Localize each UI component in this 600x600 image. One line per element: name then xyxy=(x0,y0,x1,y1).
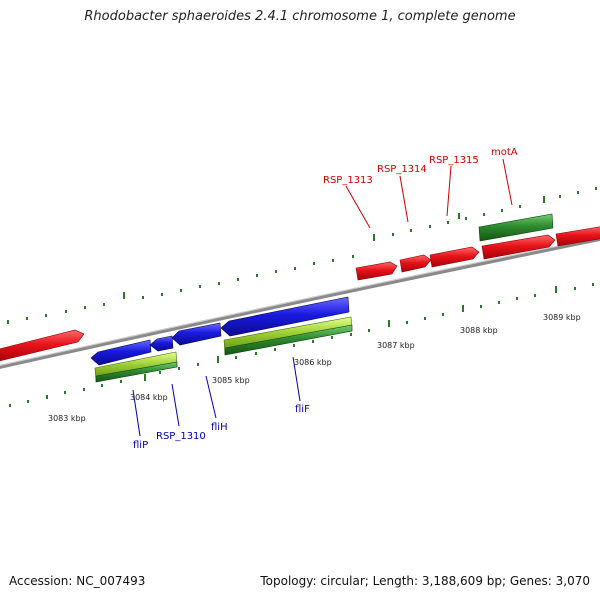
scale-label-3084: 3084 kbp xyxy=(130,393,168,402)
scale-labels: 3083 kbp 3084 kbp 3085 kbp 3086 kbp 3087… xyxy=(48,313,581,423)
forward-label-leaders xyxy=(345,158,513,229)
map-title: Rhodobacter sphaeroides 2.4.1 chromosome… xyxy=(84,9,516,24)
forward-feature-bar[interactable] xyxy=(478,213,554,242)
upper-tick-row xyxy=(7,187,597,324)
forward-cds-arrow[interactable] xyxy=(481,234,556,260)
gene-label-rsp-1313[interactable]: RSP_1313 xyxy=(323,175,373,186)
reverse-label-leaders xyxy=(132,356,301,437)
scale-label-3086: 3086 kbp xyxy=(294,358,332,367)
scale-label-3089: 3089 kbp xyxy=(543,313,581,322)
reverse-cds-arrow[interactable] xyxy=(149,335,174,352)
reverse-cds-arrow[interactable] xyxy=(90,339,152,366)
scale-label-3088: 3088 kbp xyxy=(460,326,498,335)
gene-label-rsp-1314[interactable]: RSP_1314 xyxy=(377,164,427,175)
scale-label-3085: 3085 kbp xyxy=(212,376,250,385)
reverse-cds-arrow[interactable] xyxy=(171,322,222,346)
forward-cds-arrow[interactable] xyxy=(555,226,600,247)
gene-label-flip[interactable]: fliP xyxy=(133,440,148,451)
forward-cds-track xyxy=(0,226,600,362)
genome-backbone-highlight xyxy=(0,237,600,366)
gene-label-rsp-1315[interactable]: RSP_1315 xyxy=(429,155,479,166)
reverse-feature-bar[interactable] xyxy=(224,324,353,356)
lower-tick-row xyxy=(9,283,594,407)
forward-cds-arrow[interactable] xyxy=(0,329,85,362)
genome-summary-text: Topology: circular; Length: 3,188,609 bp… xyxy=(260,574,590,588)
reverse-cds-track xyxy=(90,296,350,366)
gene-label-flih[interactable]: fliH xyxy=(211,422,228,433)
forward-cds-arrow[interactable] xyxy=(355,261,398,281)
reverse-cds-arrow[interactable] xyxy=(220,296,350,337)
scale-label-3083: 3083 kbp xyxy=(48,414,86,423)
scale-label-3087: 3087 kbp xyxy=(377,341,415,350)
forward-cds-arrow[interactable] xyxy=(399,254,432,273)
reverse-feature-track xyxy=(94,316,353,383)
reverse-feature-bar[interactable] xyxy=(95,361,178,383)
gene-label-rsp-1310[interactable]: RSP_1310 xyxy=(156,431,206,442)
gene-label-mota[interactable]: motA xyxy=(491,147,518,158)
reverse-gene-labels: fliP RSP_1310 fliH fliF xyxy=(133,404,310,451)
genome-backbone xyxy=(0,236,600,369)
accession-text: Accession: NC_007493 xyxy=(9,574,146,588)
gene-label-flif[interactable]: fliF xyxy=(295,404,310,415)
forward-gene-labels: RSP_1313 RSP_1314 RSP_1315 motA xyxy=(323,147,518,186)
forward-cds-arrow[interactable] xyxy=(429,246,480,268)
